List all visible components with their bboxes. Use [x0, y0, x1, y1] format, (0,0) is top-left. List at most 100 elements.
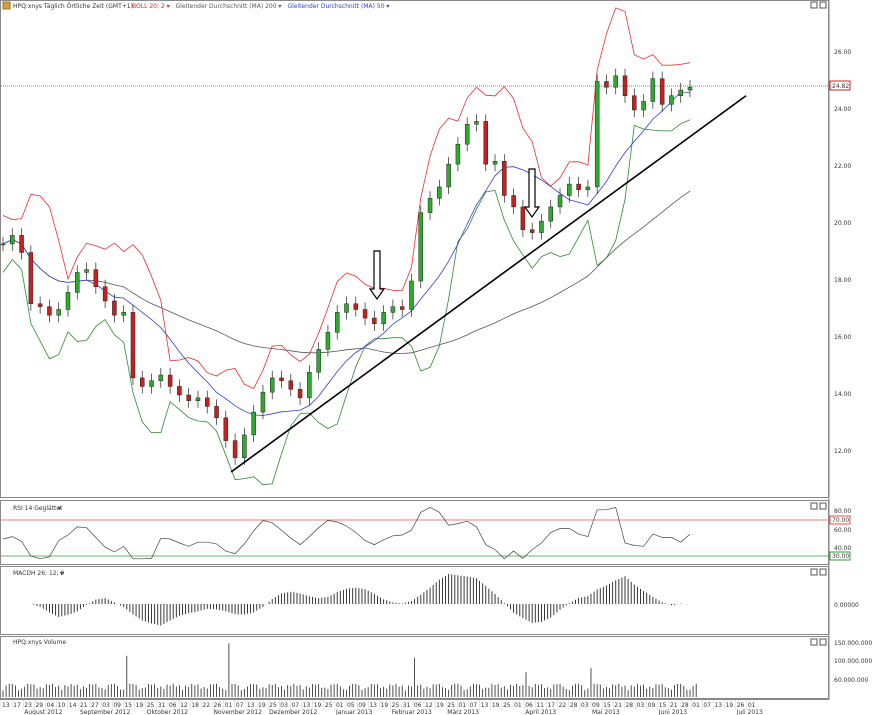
candle-body [659, 78, 665, 105]
indicator-legend[interactable]: BOLL 20; 2 ▾ Gleitender Durchschnitt (MA)… [132, 3, 389, 10]
x-day-label: 12 [180, 702, 188, 709]
price-tick-label: 24.00 [834, 106, 851, 113]
macd-title-dropdown-icon[interactable]: ▾ [60, 570, 63, 577]
macd-title[interactable]: MACDH 26; 12; 9 [13, 570, 65, 577]
volume-panel-close-button[interactable] [819, 638, 827, 646]
x-day-label: 23 [24, 702, 32, 709]
price-panel-close-button[interactable] [819, 1, 827, 9]
candle-body [362, 309, 368, 319]
x-day-label: 05 [347, 702, 355, 709]
candle-body [297, 389, 303, 399]
x-month-label: April 2013 [525, 709, 556, 715]
x-day-label: 14 [69, 702, 77, 709]
macd-panel-close-button[interactable] [819, 568, 827, 576]
candle-body [390, 306, 396, 313]
candle-body [613, 75, 618, 88]
ma50-line [2, 91, 691, 416]
candle-body [464, 124, 470, 145]
indicator-legend-item[interactable]: Gleitender Durchschnitt (MA) 200 ▾ [176, 3, 282, 10]
candle-body [455, 143, 461, 165]
x-day-label: 10 [58, 702, 66, 709]
indicator-legend-item[interactable]: Gleitender Durchschnitt (MA) 50 ▾ [287, 3, 389, 10]
candle-body [418, 212, 424, 282]
bollinger-lower-band [2, 119, 691, 486]
candle-body [84, 269, 89, 273]
candle-body [19, 235, 24, 253]
x-day-label: 06 [525, 702, 533, 709]
x-day-label: 09 [648, 702, 656, 709]
volume-title[interactable]: HPQ:xnys Volume [13, 639, 66, 646]
candle-body [548, 206, 553, 222]
candle-body [483, 121, 489, 165]
candle-body [539, 220, 544, 233]
candle-body [353, 303, 359, 310]
x-day-label: 19 [492, 702, 500, 709]
price-tick-label: 16.00 [834, 334, 851, 341]
candle-body [437, 186, 442, 199]
x-month-label: September 2012 [80, 709, 131, 715]
x-day-label: 25 [447, 702, 455, 709]
ma200-path [2, 190, 691, 354]
candle-body [502, 161, 507, 196]
x-month-label: Oktober 2012 [147, 709, 189, 715]
x-day-label: 15 [124, 702, 132, 709]
candle-body [130, 312, 136, 379]
x-day-label: 21 [614, 702, 622, 709]
indicator-legend-item[interactable]: BOLL 20; 2 ▾ [132, 3, 170, 10]
candle-body [632, 95, 637, 111]
x-day-label: 25 [503, 702, 511, 709]
price-panel-minimize-button[interactable] [810, 1, 818, 9]
candle-body [204, 397, 210, 407]
x-day-label: 19 [258, 702, 266, 709]
x-axis: 13 17 23 29 04 10 14 21 27 03 09 15 19 25 31 06 12 18 22 26… [0, 699, 829, 715]
candle-body [557, 195, 563, 208]
x-day-label: 03 [637, 702, 645, 709]
symbol-title[interactable]: HPQ:xnys Täglich Örtliche Zeit (GMT+1) [13, 3, 133, 10]
rsi-panel [0, 500, 829, 565]
candle-body [232, 440, 238, 458]
candle-body [576, 183, 581, 191]
rsi-title-dropdown-icon[interactable]: ▾ [58, 505, 61, 512]
x-day-label: 29 [35, 702, 43, 709]
x-month-label: August 2012 [24, 709, 62, 715]
candle-body [242, 434, 247, 458]
price-tick-label: 14.00 [834, 391, 851, 398]
x-day-label: 04 [47, 702, 55, 709]
x-day-label: 18 [191, 702, 199, 709]
support-line [230, 95, 747, 473]
rsi-title[interactable]: RSI 14 Geglättet [13, 505, 63, 512]
rsi-panel-minimize-button[interactable] [810, 502, 818, 510]
x-day-label: 26 [214, 702, 222, 709]
x-day-label: 13 [481, 702, 489, 709]
candle-body [260, 391, 266, 413]
rsi-panel-close-button[interactable] [819, 502, 827, 510]
x-day-label: 12 [425, 702, 433, 709]
x-day-label: 03 [280, 702, 288, 709]
volume-tick-label: 60.000.000 [834, 677, 869, 684]
candle-body [288, 380, 294, 390]
last-price-badge [829, 80, 851, 91]
candle-body [316, 349, 321, 373]
volume-panel-minimize-button[interactable] [810, 638, 818, 646]
candle-body [251, 411, 256, 436]
x-day-label: 19 [726, 702, 734, 709]
candle-body [10, 235, 15, 245]
candle-body [594, 81, 600, 188]
x-month-label: Mai 2013 [592, 709, 620, 715]
rsi-upper-badge [829, 515, 851, 525]
x-day-label: 31 [403, 702, 411, 709]
x-day-label: 01 [748, 702, 756, 709]
rsi-lower-badge [829, 551, 851, 561]
macd-panel-minimize-button[interactable] [810, 568, 818, 576]
macd-tick-label: 0.00000 [834, 602, 859, 609]
candle-body [381, 312, 386, 325]
x-day-label: 13 [369, 702, 377, 709]
rsi-lower-label: 30.00 [832, 553, 849, 560]
candle-body [529, 229, 535, 233]
x-day-label: 27 [91, 702, 99, 709]
x-day-label: 01 [336, 702, 344, 709]
candle-body [75, 272, 80, 293]
symbol-icon[interactable] [2, 1, 11, 10]
x-day-label: 25 [392, 702, 400, 709]
